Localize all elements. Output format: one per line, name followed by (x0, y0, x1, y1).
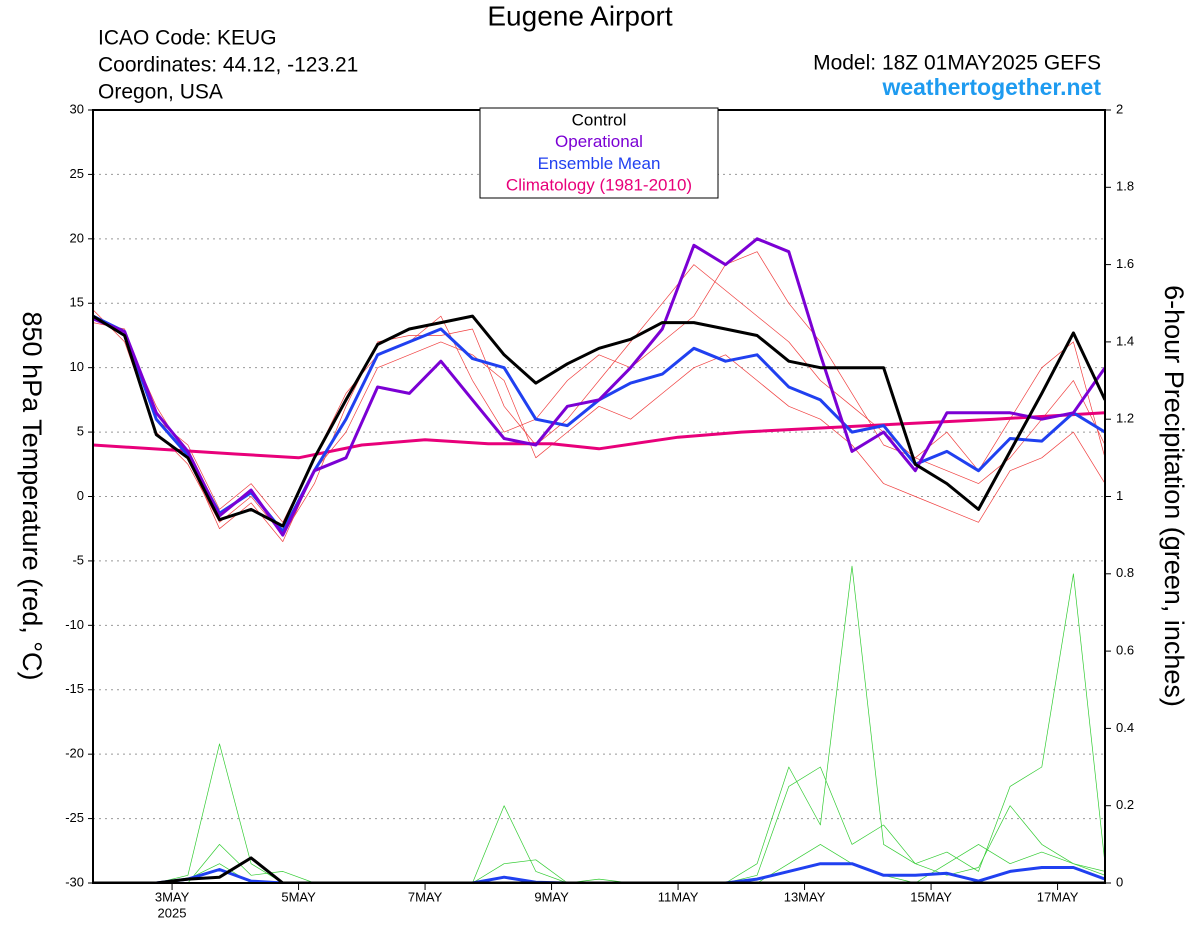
x-tick-label: 11MAY (658, 889, 699, 904)
info-line: Coordinates: 44.12, -123.21 (98, 54, 358, 77)
y-tick-label: 30 (70, 101, 84, 116)
member-line (93, 573, 1105, 883)
legend-entry: Ensemble Mean (538, 154, 661, 173)
y2-tick-label: 0 (1116, 874, 1123, 889)
y2-tick-label: 1.4 (1116, 333, 1134, 348)
y2-axis-label: 6-hour Precipitation (green, inches) (1159, 285, 1189, 707)
member-line (93, 251, 1105, 523)
member-line (93, 264, 1105, 536)
series-line (93, 314, 1105, 528)
y2-tick-label: 2 (1116, 101, 1123, 116)
series-line (93, 411, 1105, 460)
y-tick-label: 10 (70, 359, 84, 374)
x-tick-label: 5MAY (281, 889, 316, 904)
y2-tick-label: 1.6 (1116, 256, 1134, 271)
y-tick-label: 5 (77, 424, 84, 439)
y2-tick-label: 0.4 (1116, 720, 1134, 735)
legend-entry: Climatology (1981-2010) (506, 176, 692, 195)
plot-area (93, 237, 1105, 883)
y2-tick-label: 1.8 (1116, 179, 1134, 194)
axes: -30 -25 -20 -15 -10 -5 0 5 10 15 20 25 30 0 0.2 0.4 0.6 0… (65, 101, 1134, 904)
y2-tick-label: 0.2 (1116, 797, 1134, 812)
y-axis-label: 850 hPa Temperature (red, °C) (17, 312, 47, 681)
x-tick-label: 9MAY (534, 889, 569, 904)
x-tick-label: 17MAY (1037, 889, 1079, 904)
member-line (93, 565, 1105, 883)
legend (479, 107, 719, 199)
y-tick-label: -5 (72, 552, 84, 567)
x-tick-label: 13MAY (784, 889, 826, 904)
info-line: ICAO Code: KEUG (98, 27, 277, 50)
y-tick-label: -30 (65, 874, 84, 889)
y-tick-label: 20 (70, 230, 84, 245)
y2-tick-label: 0.6 (1116, 643, 1134, 658)
y-tick-label: -10 (65, 617, 84, 632)
chart-title: Eugene Airport (487, 0, 672, 31)
x-tick-label: 15MAY (910, 889, 952, 904)
member-line (93, 862, 1105, 883)
legend-entry: Operational (555, 132, 643, 151)
x-tick-label: 3MAY (155, 889, 190, 904)
member-line (93, 743, 1105, 883)
info-line: Oregon, USA (98, 81, 223, 104)
y2-tick-label: 0.8 (1116, 565, 1134, 580)
legend-entry: Control (572, 110, 627, 129)
legend-entries: Control Operational Ensemble Mean Climatolo… (506, 110, 692, 194)
model-label: Model: 18Z 01MAY2025 GEFS (813, 52, 1101, 75)
x-tick-label: 7MAY (408, 889, 443, 904)
y-tick-label: -25 (65, 810, 84, 825)
y-tick-label: -20 (65, 746, 84, 761)
site-label: weathertogether.net (881, 74, 1101, 100)
series-line (93, 237, 1105, 537)
y-tick-label: 15 (70, 295, 84, 310)
y-tick-label: 25 (70, 166, 84, 181)
y2-tick-label: 1.2 (1116, 411, 1134, 426)
y-tick-label: 0 (77, 488, 84, 503)
year-label: 2025 (158, 905, 187, 920)
y-tick-label: -15 (65, 681, 84, 696)
y2-tick-label: 1 (1116, 488, 1123, 503)
member-line (93, 856, 1105, 883)
